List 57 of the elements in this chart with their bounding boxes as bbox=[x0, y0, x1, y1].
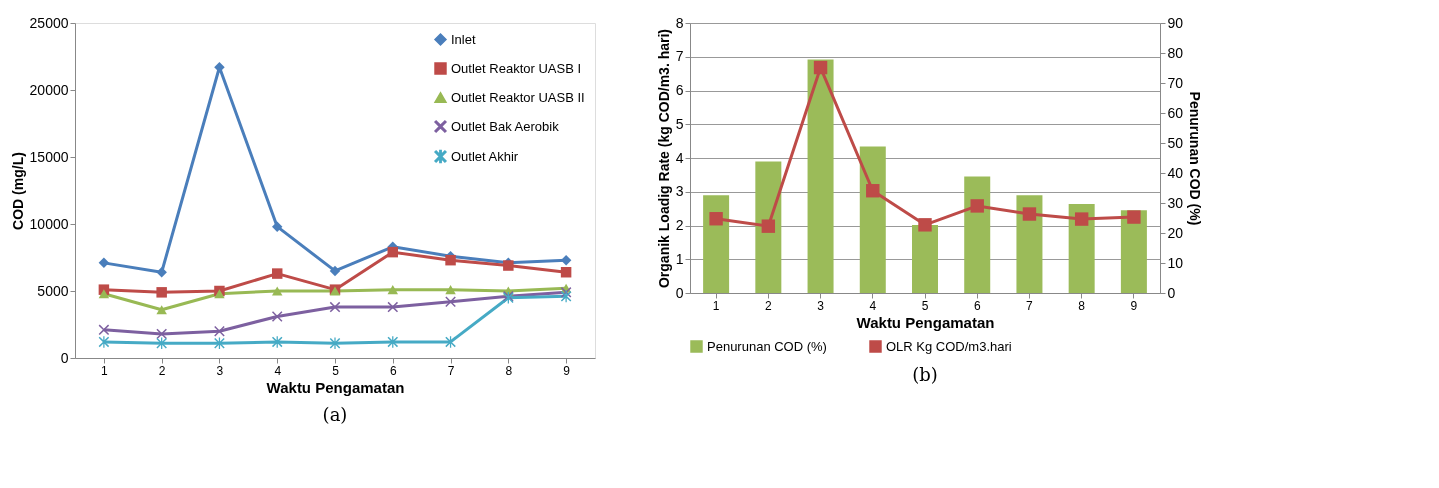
legend-label: Outlet Reaktor UASB II bbox=[451, 89, 585, 105]
y-tick-label: 7 bbox=[675, 48, 684, 65]
y-tick-label: 15000 bbox=[29, 148, 69, 165]
x-tick-label: 5 bbox=[332, 363, 340, 378]
x-tick-label: 6 bbox=[973, 298, 981, 313]
x-tick-label: 8 bbox=[1078, 298, 1086, 313]
y2-tick-label: 70 bbox=[1167, 74, 1184, 91]
x-tick-label: 1 bbox=[712, 298, 720, 313]
y2-tick-label: 80 bbox=[1167, 44, 1184, 61]
text: (b) bbox=[912, 364, 938, 385]
x-tick-label: 9 bbox=[563, 363, 571, 378]
y2-tick-label: 20 bbox=[1167, 224, 1184, 241]
y2-axis-title: Penurunan COD (%) bbox=[1187, 91, 1204, 226]
x-axis-title: Waktu Pengamatan bbox=[266, 378, 405, 396]
x-tick-label: 7 bbox=[447, 363, 455, 378]
x-tick-label: 3 bbox=[216, 363, 224, 378]
y-tick-label: 2 bbox=[675, 217, 684, 233]
legend-label: OLR Kg COD/m3.hari bbox=[886, 338, 1012, 354]
y-tick-label: 5000 bbox=[37, 282, 69, 299]
y-tick-label: 25000 bbox=[29, 14, 69, 31]
y2-tick-label: 60 bbox=[1167, 104, 1184, 121]
y2-tick-label: 0 bbox=[1167, 284, 1176, 301]
y-tick-label: 4 bbox=[675, 149, 684, 166]
y-axis-title: Organik Loadig Rate (kg COD/m3. hari) bbox=[655, 28, 672, 289]
text: (a) bbox=[322, 404, 348, 425]
x-tick-label: 3 bbox=[817, 298, 825, 313]
legend-label: Outlet Reaktor UASB I bbox=[451, 60, 582, 76]
x-tick-label: 7 bbox=[1026, 298, 1034, 313]
y-tick-label: 1 bbox=[675, 250, 684, 267]
y-tick-label: 0 bbox=[60, 349, 69, 366]
x-axis-title: Waktu Pengamatan bbox=[856, 313, 995, 331]
y-tick-label: 5 bbox=[675, 115, 684, 132]
y2-tick-label: 30 bbox=[1167, 194, 1184, 211]
x-tick-label: 6 bbox=[389, 363, 397, 378]
y-axis-title: COD (mg/L) bbox=[9, 152, 26, 230]
x-tick-label: 2 bbox=[158, 363, 166, 378]
x-tick-label: 4 bbox=[869, 298, 877, 313]
legend-label: Outlet Bak Aerobik bbox=[451, 118, 560, 134]
legend-label: Penurunan COD (%) bbox=[707, 338, 827, 354]
y-tick-label: 8 bbox=[675, 14, 684, 31]
y2-tick-label: 50 bbox=[1167, 134, 1184, 151]
x-tick-label: 9 bbox=[1130, 298, 1138, 313]
y-tick-label: 20000 bbox=[29, 81, 69, 98]
x-tick-label: 1 bbox=[101, 363, 109, 378]
y2-tick-label: 10 bbox=[1167, 254, 1184, 271]
legend-label: Outlet Akhir bbox=[451, 148, 519, 164]
y-tick-label: 10000 bbox=[29, 215, 69, 232]
x-tick-label: 2 bbox=[764, 298, 772, 313]
y-tick-label: 6 bbox=[675, 82, 684, 98]
y-tick-label: 3 bbox=[675, 183, 684, 200]
x-tick-label: 5 bbox=[921, 298, 929, 313]
y-tick-label: 0 bbox=[675, 284, 684, 301]
x-tick-label: 8 bbox=[505, 363, 513, 378]
x-tick-label: 4 bbox=[274, 363, 282, 378]
y2-tick-label: 40 bbox=[1167, 164, 1184, 181]
legend-label: Inlet bbox=[451, 31, 476, 47]
y2-tick-label: 90 bbox=[1167, 14, 1184, 31]
